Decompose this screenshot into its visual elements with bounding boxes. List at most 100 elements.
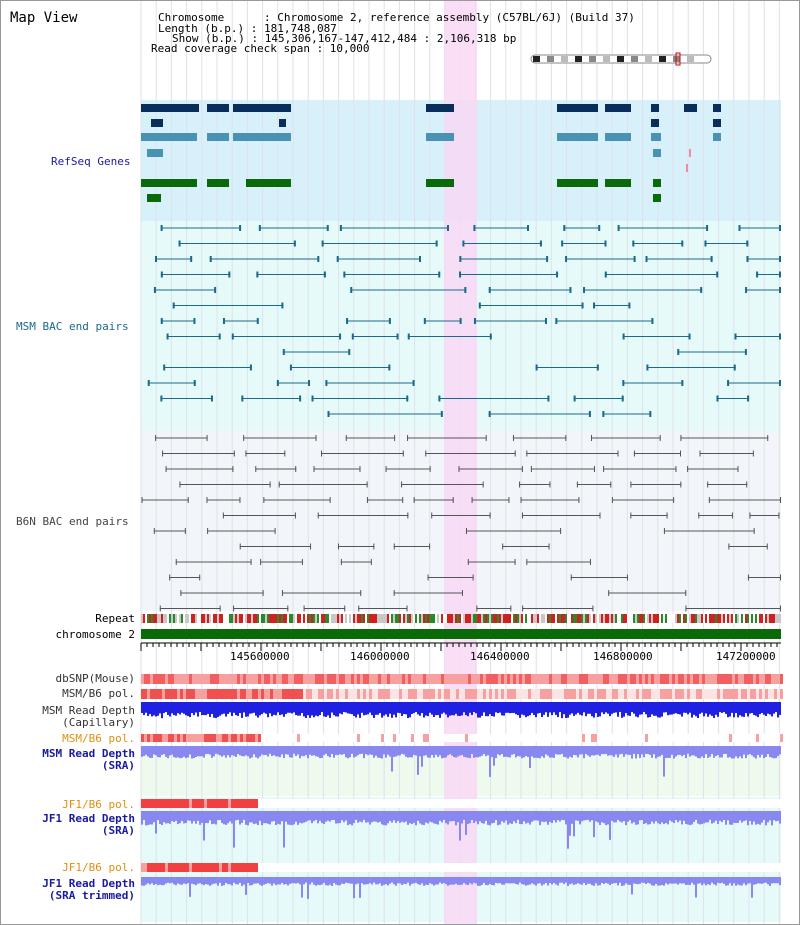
heat-cell — [693, 863, 696, 872]
depth-bar — [443, 702, 445, 713]
depth-bar — [673, 746, 675, 759]
b6n-end — [708, 497, 710, 503]
chromosome-info: Chromosome : Chromosome 2, reference ass… — [158, 11, 635, 24]
depth-bar — [281, 877, 283, 883]
heat-cell — [285, 734, 288, 742]
track-label-b6n-bac[interactable]: B6N BAC end pairs — [16, 515, 129, 528]
repeat-element — [525, 614, 527, 623]
heat-cell — [327, 674, 330, 684]
depth-bar — [173, 811, 175, 822]
depth-bar — [259, 702, 261, 716]
depth-bar — [271, 877, 273, 886]
bac-end — [651, 318, 654, 324]
heat-cell — [291, 674, 294, 684]
b6n-end — [675, 466, 677, 472]
heat-cell — [735, 674, 738, 684]
depth-bar — [393, 811, 395, 821]
depth-bar — [365, 877, 367, 885]
repeat-element — [375, 614, 377, 623]
heat-cell — [645, 674, 648, 684]
depth-bar — [309, 877, 311, 885]
heat-cell — [282, 734, 285, 742]
depth-bar — [389, 702, 391, 714]
depth-bar — [719, 702, 721, 713]
depth-bar — [311, 811, 313, 824]
heat-cell — [366, 734, 369, 742]
depth-bar — [513, 746, 515, 755]
heat-cell — [189, 689, 192, 699]
heat-cell — [624, 734, 627, 742]
depth-bar — [469, 702, 471, 713]
b6n-end — [345, 435, 347, 441]
depth-bar — [557, 811, 559, 821]
heat-cell — [735, 799, 738, 808]
depth-bar — [257, 702, 259, 718]
depth-bar — [523, 811, 525, 822]
repeat-element — [199, 614, 201, 623]
b6n-end — [626, 574, 628, 581]
heat-cell — [330, 734, 333, 742]
depth-bar — [183, 702, 185, 714]
heat-cell — [774, 734, 777, 742]
depth-bar — [661, 746, 663, 755]
gene-feature — [653, 194, 661, 202]
depth-bar — [221, 811, 223, 823]
heat-cell — [312, 689, 315, 699]
heat-cell — [744, 674, 747, 684]
heat-cell — [591, 799, 594, 808]
heat-cell — [588, 799, 591, 808]
depth-bar — [353, 877, 355, 899]
depth-bar — [623, 877, 625, 886]
heat-cell — [168, 863, 171, 872]
heat-cell — [570, 799, 573, 808]
depth-bar — [531, 877, 533, 884]
bac-end — [311, 395, 314, 402]
depth-bar — [407, 811, 409, 825]
depth-bar — [555, 702, 557, 715]
heat-cell — [456, 734, 459, 742]
track-label-msm-bac[interactable]: MSM BAC end pairs — [16, 320, 129, 333]
depth-bar — [629, 702, 631, 716]
depth-bar — [357, 811, 359, 823]
bac-end — [569, 287, 572, 293]
heat-cell — [354, 674, 357, 684]
depth-bar — [479, 877, 481, 886]
repeat-element — [755, 614, 757, 623]
depth-bar — [487, 702, 489, 717]
depth-bar — [217, 746, 219, 755]
heat-cell — [171, 863, 174, 872]
depth-bar — [313, 746, 315, 756]
heat-cell — [276, 799, 279, 808]
heat-cell — [585, 863, 588, 872]
bac-end — [546, 256, 549, 262]
depth-bar — [501, 877, 503, 885]
depth-bar — [511, 811, 513, 824]
heat-cell — [615, 689, 618, 699]
depth-bar — [207, 746, 209, 754]
depth-bar — [725, 702, 727, 714]
bac-end — [239, 225, 242, 231]
depth-bar — [275, 811, 277, 825]
depth-bar — [345, 811, 347, 821]
depth-bar — [607, 746, 609, 756]
heat-cell — [309, 799, 312, 808]
heat-cell — [687, 863, 690, 872]
depth-bar — [251, 746, 253, 758]
depth-bar — [655, 746, 657, 759]
depth-bar — [713, 877, 715, 885]
repeat-element — [461, 614, 463, 623]
depth-bar — [763, 877, 765, 883]
heat-cell — [393, 799, 396, 808]
depth-bar — [521, 746, 523, 759]
depth-bar — [395, 811, 397, 823]
heat-cell — [357, 689, 360, 699]
depth-bar — [141, 811, 143, 825]
heat-cell — [768, 674, 771, 684]
heat-cell — [696, 674, 699, 684]
depth-bar — [305, 877, 307, 883]
repeat-element — [311, 614, 313, 623]
heat-cell — [438, 734, 441, 742]
track-label-refseq[interactable]: RefSeq Genes — [51, 155, 131, 168]
heat-cell — [393, 689, 396, 699]
